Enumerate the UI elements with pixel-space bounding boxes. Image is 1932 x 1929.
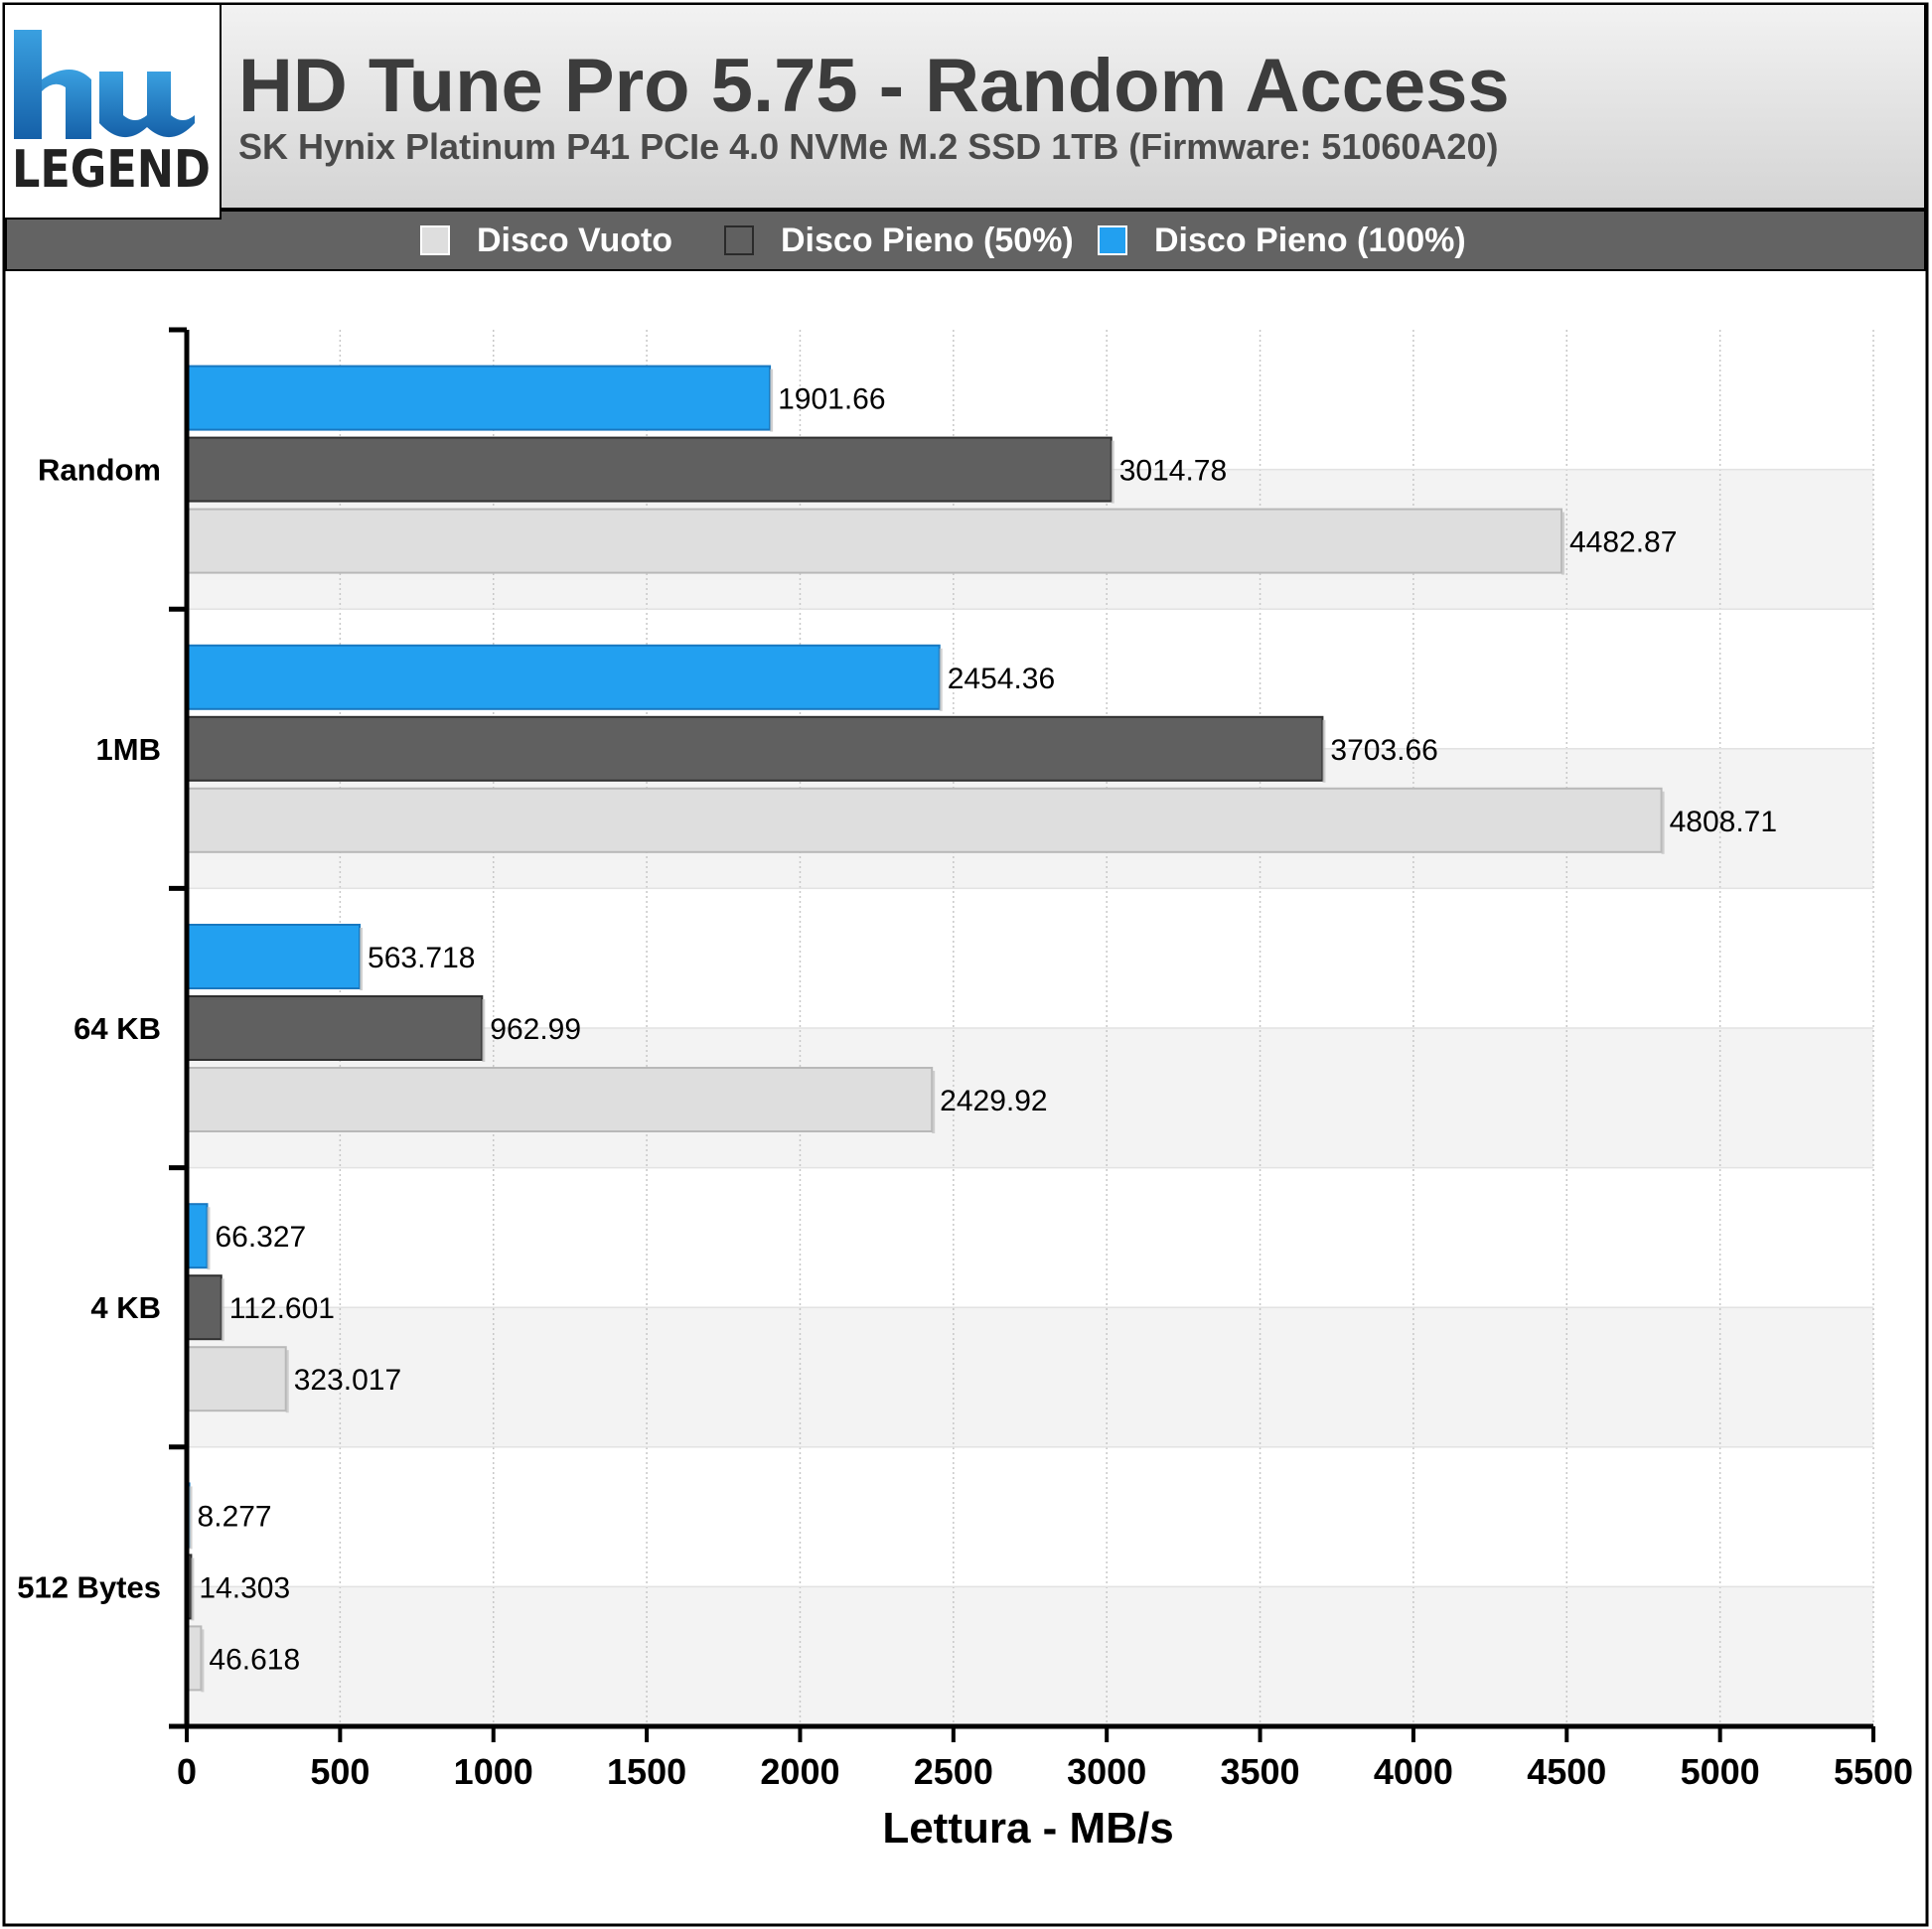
legend-item: Disco Pieno (50%) — [781, 222, 1074, 259]
data-label: 4482.87 — [1569, 526, 1677, 559]
data-label: 8.277 — [198, 1500, 272, 1533]
x-tick-label: 5000 — [1681, 1751, 1760, 1792]
data-label: 323.017 — [294, 1364, 401, 1397]
bar-shadow — [360, 928, 364, 990]
bar-shadow — [1111, 440, 1115, 504]
data-label: 66.327 — [215, 1221, 306, 1254]
x-tick-label: 3000 — [1067, 1751, 1146, 1792]
data-label: 2454.36 — [948, 663, 1055, 695]
x-tick-label: 500 — [310, 1751, 370, 1792]
bar-shadow — [932, 1071, 936, 1133]
legend-swatch — [1098, 225, 1127, 255]
data-label: 962.99 — [490, 1013, 581, 1046]
bar — [186, 1203, 209, 1269]
bars — [186, 365, 1665, 1693]
bar-shadow — [201, 1629, 205, 1693]
legend-swatch — [420, 225, 450, 255]
bar-shadow — [1661, 791, 1665, 854]
bar — [186, 644, 941, 710]
legend-band — [5, 210, 1926, 271]
bar — [186, 508, 1562, 574]
logo-text: LEGEND — [12, 140, 211, 200]
category-label: 1MB — [96, 732, 161, 767]
legend-item: Disco Pieno (100%) — [1154, 222, 1466, 259]
data-label: 14.303 — [199, 1571, 290, 1604]
x-tick-label: 4000 — [1374, 1751, 1453, 1792]
bar-shadow — [221, 1278, 224, 1342]
data-label: 2429.92 — [940, 1085, 1047, 1117]
bar-shadow — [1322, 719, 1326, 783]
logo-hw-mark — [14, 30, 195, 139]
data-label: 3014.78 — [1119, 455, 1227, 488]
bar — [186, 436, 1113, 503]
logo: LEGEND — [3, 3, 222, 220]
bar — [186, 1346, 287, 1412]
x-tick-label: 4500 — [1527, 1751, 1606, 1792]
data-label: 3703.66 — [1330, 734, 1437, 767]
data-label: 112.601 — [229, 1292, 335, 1325]
bar — [186, 365, 772, 431]
legend-item: Disco Vuoto — [477, 222, 672, 259]
data-label: 4808.71 — [1670, 806, 1777, 838]
bar — [186, 924, 362, 989]
x-tick-label: 1500 — [607, 1751, 686, 1792]
bar — [186, 995, 484, 1061]
x-tick-label: 5500 — [1834, 1751, 1913, 1792]
data-label: 46.618 — [209, 1643, 300, 1676]
bar-shadow — [482, 999, 486, 1062]
axes — [169, 327, 1875, 1742]
bar — [186, 715, 1324, 782]
x-tick-label: 0 — [177, 1751, 197, 1792]
bar-shadow — [939, 648, 943, 711]
category-labels: Random 1MB 64 KB 4 KB 512 Bytes — [17, 453, 161, 1605]
category-label: 512 Bytes — [17, 1569, 161, 1604]
x-tick-label: 2500 — [914, 1751, 993, 1792]
bar-shadow — [770, 369, 774, 432]
bar-shadow — [207, 1207, 211, 1270]
chart-subtitle: SK Hynix Platinum P41 PCIe 4.0 NVMe M.2 … — [238, 126, 1498, 167]
bar-shadow — [191, 1558, 195, 1621]
category-label: 4 KB — [90, 1290, 161, 1325]
bar — [186, 1067, 934, 1132]
x-axis-label: Lettura - MB/s — [882, 1804, 1173, 1853]
chart-title: HD Tune Pro 5.75 - Random Access — [238, 44, 1510, 128]
x-tick-label: 2000 — [760, 1751, 839, 1792]
header-band — [5, 3, 1926, 210]
legend-swatch — [724, 225, 754, 255]
bar-shadow — [285, 1350, 289, 1413]
bar-shadow — [1560, 512, 1564, 575]
category-band — [187, 1586, 1873, 1726]
value-labels: 1901.66 3014.78 4482.87 2454.36 3703.66 4808.… — [198, 383, 1777, 1677]
category-band — [187, 1307, 1873, 1447]
category-label: 64 KB — [74, 1011, 161, 1046]
data-label: 1901.66 — [778, 383, 885, 416]
category-label: Random — [38, 453, 161, 488]
x-tick-label: 1000 — [454, 1751, 533, 1792]
x-tick-labels: 0 500 1000 1500 2000 2500 3000 3500 4000 4500 5000… — [177, 1751, 1913, 1792]
data-label: 563.718 — [368, 942, 475, 974]
bar — [186, 787, 1663, 853]
legend: Disco Vuoto Disco Pieno (50%) Disco Pieno … — [420, 222, 1466, 259]
x-tick-label: 3500 — [1220, 1751, 1299, 1792]
bar — [186, 1274, 223, 1341]
bar-shadow — [189, 1486, 193, 1550]
